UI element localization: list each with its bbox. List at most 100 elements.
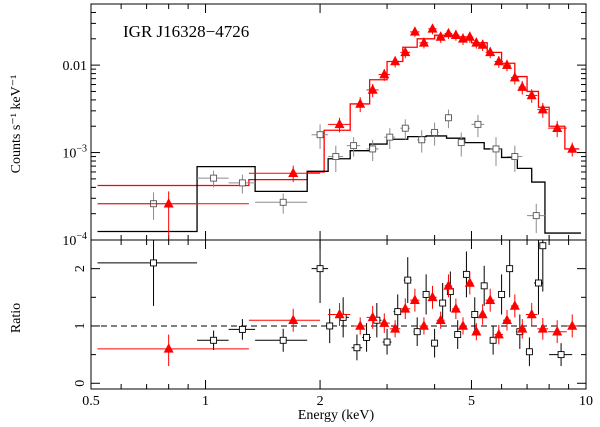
data-point [566,314,578,338]
data-point [378,68,390,81]
x-tick-label: 1 [202,394,209,409]
filled-triangle-marker [502,314,513,325]
filled-triangle-marker [485,46,496,57]
open-square-marker [363,333,371,341]
filled-triangle-marker [526,89,537,100]
filled-triangle-marker [537,323,548,333]
data-point [450,29,461,41]
data-point [255,193,308,214]
open-square-marker [383,338,391,346]
filled-triangle-marker [485,294,496,304]
data-point [490,137,502,167]
data-point [439,282,447,324]
filled-triangle-marker [400,46,411,57]
data-point [509,294,520,318]
x-tick-label: 10 [579,394,593,409]
filled-triangle-marker [367,84,378,94]
data-point [517,319,528,339]
data-point [464,271,475,295]
data-point [525,337,533,367]
filled-triangle-marker [477,39,488,49]
bottom-panel-frame [90,239,587,390]
data-point [435,311,446,329]
data-point [471,37,482,49]
data-point [228,174,256,194]
data-point [457,132,465,157]
data-point [400,119,411,140]
data-point [537,317,549,340]
open-square-marker [462,270,470,278]
filled-triangle-marker [552,122,563,132]
data-point [471,114,485,138]
data-point [418,317,429,335]
bottom-y-axis-label: Ratio [9,303,24,333]
data-point [248,165,321,183]
data-point [509,71,520,85]
top-panel-y-tick-labels: 10−4 10−3 0.01 [62,59,87,249]
filled-triangle-marker [509,300,520,310]
data-point [197,330,229,351]
bottom-panel-data-points [97,240,578,367]
data-point [384,128,396,149]
data-point [97,192,198,220]
y-tick-label: 1 [73,322,88,329]
filled-triangle-marker [418,37,429,47]
data-point [548,320,567,344]
data-point [366,139,379,162]
open-square-marker [457,139,465,147]
data-point [97,191,249,239]
open-square-marker [511,153,519,161]
data-point [566,142,578,157]
data-point [228,319,256,340]
filled-triangle-marker [288,167,299,178]
data-point [409,288,420,312]
data-point [502,59,513,72]
data-point [477,304,488,325]
data-point [517,80,528,95]
data-point [400,298,411,320]
data-point [389,55,401,68]
data-point [477,39,488,52]
mos-model-step-line [97,135,581,234]
filled-triangle-marker [355,98,366,108]
filled-triangle-marker [163,343,174,353]
open-square-marker [353,344,361,352]
filled-triangle-marker [390,55,401,66]
x-tick-label: 0.5 [82,394,100,409]
data-point [389,320,401,338]
open-square-marker [350,142,358,150]
data-point [353,97,367,113]
y-tick-label: 2 [73,265,88,272]
open-square-marker [474,120,482,128]
data-point [549,343,573,367]
data-point [525,303,538,326]
filled-triangle-marker [537,103,548,114]
open-square-marker [238,179,246,187]
data-point [422,274,430,315]
open-square-marker [471,311,479,318]
data-point [328,303,351,326]
filled-triangle-marker [379,317,390,327]
data-point [417,130,427,153]
filled-triangle-marker [443,27,454,38]
data-point [427,285,438,309]
data-point [454,320,462,349]
filled-triangle-marker [517,81,528,91]
x-axis-label: Energy (keV) [298,408,375,423]
data-point [255,328,308,352]
open-square-marker [454,331,462,339]
y-tick-label: 10−4 [62,231,87,249]
open-square-marker [394,308,402,316]
filled-triangle-marker [493,328,504,339]
data-point [351,334,363,361]
data-point [409,26,420,37]
open-square-marker [480,282,488,290]
data-point [435,31,446,43]
filled-triangle-marker [502,59,513,69]
open-square-marker [445,114,452,122]
data-point [450,298,461,320]
filled-triangle-marker [464,31,475,41]
data-point [430,122,439,146]
data-point [97,334,249,367]
open-square-marker [431,339,439,347]
